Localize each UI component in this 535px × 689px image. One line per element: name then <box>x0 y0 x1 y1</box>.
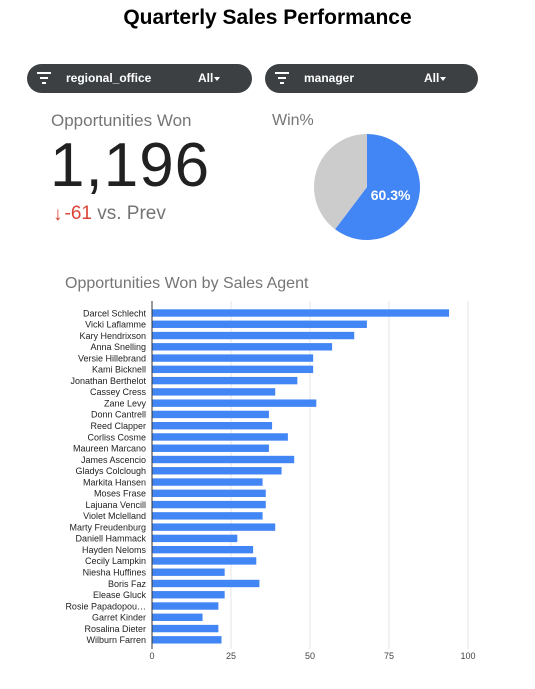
category-label: Garret Kinder <box>92 613 146 623</box>
bar <box>152 388 276 396</box>
bar <box>152 523 276 531</box>
bar <box>152 602 219 610</box>
category-label: Markita Hansen <box>83 477 146 487</box>
pie-slice <box>335 134 420 240</box>
pie-slice-label: 60.3% <box>371 187 411 203</box>
bar <box>152 320 367 328</box>
category-label: Elease Gluck <box>93 590 147 600</box>
filter-value: All <box>424 71 440 85</box>
bar <box>152 309 450 317</box>
bar <box>152 422 273 430</box>
bar <box>152 354 314 362</box>
kpi-delta-suffix: vs. Prev <box>97 203 166 224</box>
bar <box>152 613 203 621</box>
bar <box>152 568 225 576</box>
filter-name: manager <box>304 71 355 85</box>
filter-icon <box>37 72 51 84</box>
category-label: James Ascencio <box>81 455 146 465</box>
bar <box>152 557 257 565</box>
category-label: Kary Hendrixson <box>79 331 146 341</box>
category-label: Versie Hillebrand <box>78 353 146 363</box>
bar <box>152 455 295 464</box>
bar <box>152 444 269 452</box>
category-label: Reed Clapper <box>90 421 146 431</box>
category-label: Wilburn Farren <box>86 635 146 645</box>
bar <box>152 534 238 543</box>
x-tick-label: 100 <box>460 651 475 661</box>
x-tick-label: 75 <box>384 651 394 661</box>
bar-chart-title: Opportunities Won by Sales Agent <box>65 275 309 292</box>
pie-title: Win% <box>272 112 314 129</box>
pie-slice <box>314 134 367 230</box>
category-label: Rosie Papadopou… <box>65 601 146 611</box>
x-tick-label: 50 <box>305 651 315 661</box>
category-label: Violet Mclelland <box>83 511 146 521</box>
x-tick-label: 0 <box>149 651 154 661</box>
filter-manager[interactable]: manager All <box>265 64 478 93</box>
arrow-down-icon: ↓ <box>53 204 63 225</box>
bar <box>152 545 254 554</box>
filter-icon <box>275 72 289 84</box>
kpi-label: Opportunities Won <box>51 111 192 130</box>
kpi-delta: ↓ -61 vs. Prev <box>53 203 166 225</box>
category-label: Cassey Cress <box>90 387 147 397</box>
caret-down-icon <box>440 77 446 81</box>
category-label: Darcel Schlecht <box>83 308 147 318</box>
category-label: Maureen Marcano <box>73 444 146 454</box>
bar <box>152 399 317 407</box>
filter-value: All <box>198 71 214 85</box>
bar <box>152 343 333 351</box>
kpi-value: 1,196 <box>50 131 211 200</box>
bar <box>152 365 314 374</box>
category-label: Rosalina Dieter <box>84 624 146 634</box>
category-label: Marty Freudenburg <box>69 522 146 532</box>
bar <box>152 433 288 441</box>
filter-name: regional_office <box>66 71 152 85</box>
bar <box>152 467 282 475</box>
category-label: Vicki Laflamme <box>85 320 146 330</box>
category-label: Corliss Cosme <box>87 432 146 442</box>
bar <box>152 410 269 419</box>
category-label: Daniell Hammack <box>75 534 146 544</box>
bar <box>152 624 219 633</box>
bar <box>152 579 260 588</box>
category-label: Kami Bicknell <box>92 365 146 375</box>
bar <box>152 331 355 340</box>
bar <box>152 591 225 599</box>
category-label: Anna Snelling <box>90 342 146 352</box>
win-pie-chart: 60.3% <box>314 134 420 240</box>
bar <box>152 500 266 509</box>
category-label: Boris Faz <box>108 579 147 589</box>
filter-regional-office[interactable]: regional_office All <box>27 64 252 93</box>
category-label: Cecily Lampkin <box>85 556 146 566</box>
bar <box>152 636 222 644</box>
bar <box>152 478 263 486</box>
caret-down-icon <box>214 77 220 81</box>
bar <box>152 512 263 520</box>
category-label: Zane Levy <box>104 398 147 408</box>
x-tick-label: 25 <box>226 651 236 661</box>
category-label: Lajuana Vencill <box>85 500 146 510</box>
dashboard-title: Quarterly Sales Performance <box>123 6 412 29</box>
category-label: Moses Frase <box>94 489 146 499</box>
category-label: Donn Cantrell <box>91 410 146 420</box>
bar <box>152 376 298 385</box>
category-label: Niesha Huffines <box>83 568 147 578</box>
category-label: Hayden Neloms <box>82 545 147 555</box>
bar <box>152 489 266 498</box>
category-label: Gladys Colclough <box>75 466 146 476</box>
category-label: Jonathan Berthelot <box>70 376 146 386</box>
kpi-delta-value: -61 <box>64 203 92 224</box>
